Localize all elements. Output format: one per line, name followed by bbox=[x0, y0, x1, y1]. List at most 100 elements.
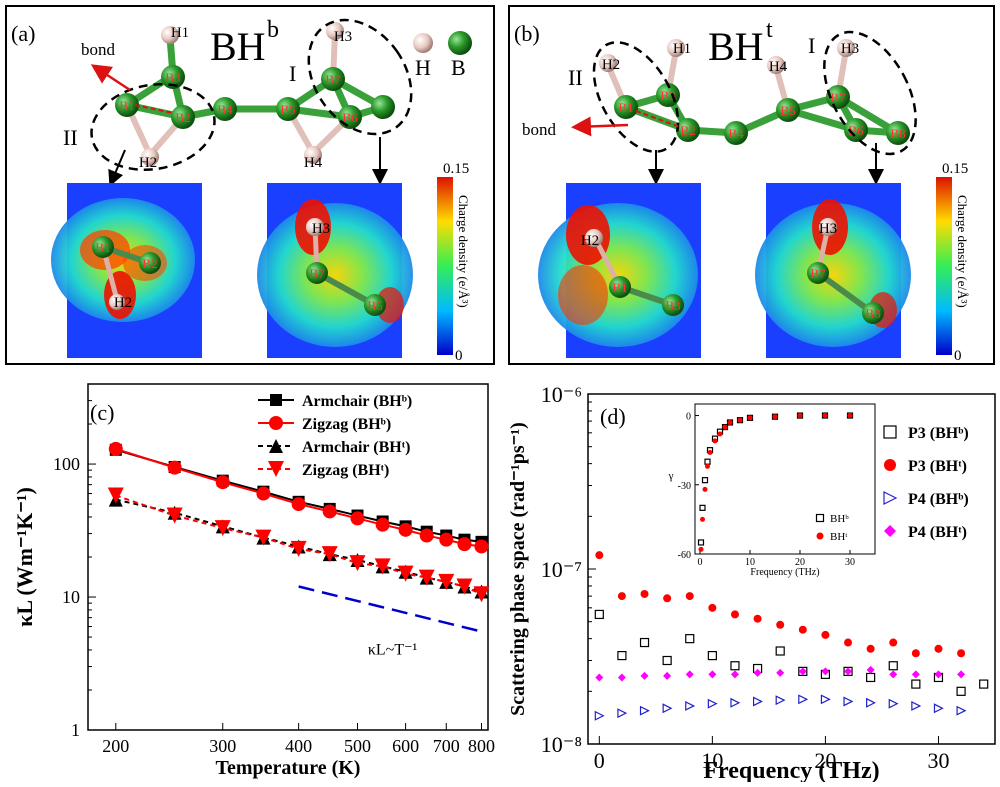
panel-b-title-sup: t bbox=[766, 17, 773, 43]
atom-b4 bbox=[213, 97, 237, 121]
data-point bbox=[595, 673, 604, 682]
y-tick-label: 10 bbox=[62, 587, 80, 607]
atom-h1 bbox=[161, 26, 179, 44]
data-point bbox=[753, 668, 762, 677]
inset-data-point bbox=[727, 419, 733, 425]
atom-b7 bbox=[321, 67, 345, 91]
bond-arrow bbox=[90, 64, 131, 92]
legend-label: Zigzag (BHᵗ) bbox=[302, 462, 389, 479]
data-point bbox=[374, 558, 391, 575]
atom-b-b5 bbox=[776, 98, 800, 122]
data-point bbox=[933, 703, 944, 714]
data-point bbox=[889, 638, 898, 647]
inset-y-tick-label: -30 bbox=[678, 481, 691, 492]
data-point bbox=[708, 670, 717, 679]
atom-b-h1 bbox=[667, 39, 685, 57]
panel-b-letter: (b) bbox=[514, 21, 540, 46]
data-point bbox=[663, 594, 672, 603]
inset-data-point bbox=[697, 539, 705, 546]
data-point bbox=[866, 665, 875, 674]
atom-h2 bbox=[141, 148, 159, 166]
inset-data-point bbox=[702, 486, 708, 492]
atom-label-h4: H4 bbox=[304, 155, 323, 171]
colorbar bbox=[437, 177, 453, 355]
x-tick-label: 300 bbox=[209, 736, 236, 756]
legend-label: Armchair (BHᵗ) bbox=[302, 439, 410, 456]
data-point bbox=[708, 603, 717, 612]
inset-data-point bbox=[737, 417, 743, 423]
data-point bbox=[911, 700, 922, 711]
atom-h3 bbox=[326, 22, 344, 40]
data-point bbox=[752, 696, 763, 707]
trend-guide-line bbox=[298, 585, 482, 633]
data-point bbox=[617, 592, 626, 601]
atom-b2 bbox=[171, 105, 195, 129]
data-point bbox=[730, 610, 739, 619]
data-point bbox=[730, 670, 739, 679]
x-tick-label: 600 bbox=[392, 736, 419, 756]
atom-label-b5: B5 bbox=[280, 102, 295, 117]
y-tick-label: 10⁻⁶ bbox=[541, 382, 582, 407]
atom-label-b4: B4 bbox=[217, 102, 233, 117]
data-point bbox=[108, 441, 123, 456]
x-axis-label: Frequency (THz) bbox=[703, 758, 879, 782]
atom-b-b2 bbox=[676, 118, 700, 142]
colorbar-b-label: Charge density (e/Å³) bbox=[955, 195, 970, 308]
charge-map-right: H3 B7 B6 bbox=[257, 183, 413, 358]
atom-b-h2 bbox=[599, 54, 617, 72]
y-tick-label: 10⁻⁸ bbox=[541, 732, 582, 757]
inset-data-point bbox=[699, 504, 706, 511]
inset-x-tick-label: 30 bbox=[845, 557, 855, 568]
data-point bbox=[662, 655, 672, 666]
inset-y-axis-label: γ bbox=[668, 470, 674, 482]
x-tick-label: 400 bbox=[285, 736, 312, 756]
atom-label-b6: B6 bbox=[342, 110, 358, 125]
panel-a-title: BH bbox=[210, 24, 266, 69]
x-tick-label: 20 bbox=[814, 748, 836, 773]
data-point bbox=[775, 695, 786, 706]
map-right-b6: B6 bbox=[367, 298, 383, 313]
atom-b8 bbox=[371, 95, 395, 119]
data-point bbox=[398, 522, 413, 537]
panel-d-letter: (d) bbox=[600, 404, 626, 429]
atom-b-label-h1: H1 bbox=[673, 41, 691, 57]
legend-b-sphere bbox=[448, 31, 472, 55]
map-b-right-b7: B7 bbox=[810, 266, 826, 281]
data-point bbox=[889, 670, 898, 679]
data-point bbox=[418, 569, 435, 586]
bond-label: bond bbox=[81, 40, 116, 59]
data-point bbox=[640, 671, 649, 680]
data-point bbox=[685, 592, 694, 601]
legend-marker bbox=[884, 525, 896, 537]
data-point bbox=[617, 708, 628, 719]
data-point bbox=[107, 487, 124, 504]
data-point bbox=[798, 625, 807, 634]
x-tick-label: 800 bbox=[468, 736, 495, 756]
data-point bbox=[350, 511, 365, 526]
y-tick-label: 100 bbox=[53, 454, 80, 474]
data-point bbox=[820, 694, 831, 705]
data-point bbox=[956, 705, 967, 716]
data-point bbox=[473, 586, 490, 603]
inset-data-point bbox=[797, 413, 803, 419]
atom-b5 bbox=[276, 97, 300, 121]
region-ii-label: II bbox=[63, 125, 78, 150]
legend-label: P4 (BHᵗ) bbox=[908, 524, 967, 541]
bond-dashed-arrow bbox=[134, 104, 174, 114]
data-point bbox=[167, 460, 182, 475]
x-tick-label: 700 bbox=[433, 736, 460, 756]
inset-data-point bbox=[722, 424, 728, 430]
atom-b-label-b3: B3 bbox=[660, 88, 675, 103]
panel-b-title: BH bbox=[708, 24, 764, 69]
data-point bbox=[255, 529, 272, 546]
x-tick-label: 200 bbox=[102, 736, 129, 756]
data-point bbox=[753, 614, 762, 623]
data-point bbox=[291, 497, 306, 512]
data-point bbox=[730, 661, 740, 671]
data-point bbox=[730, 697, 741, 708]
y-tick-label: 1 bbox=[71, 720, 80, 740]
data-point bbox=[456, 578, 473, 595]
legend-marker bbox=[883, 491, 898, 505]
panel-b: (b) BH t H2 H1 H4 H3 B1 B3 B2 B4 B5 B7 B… bbox=[508, 5, 995, 365]
data-point bbox=[617, 673, 626, 682]
